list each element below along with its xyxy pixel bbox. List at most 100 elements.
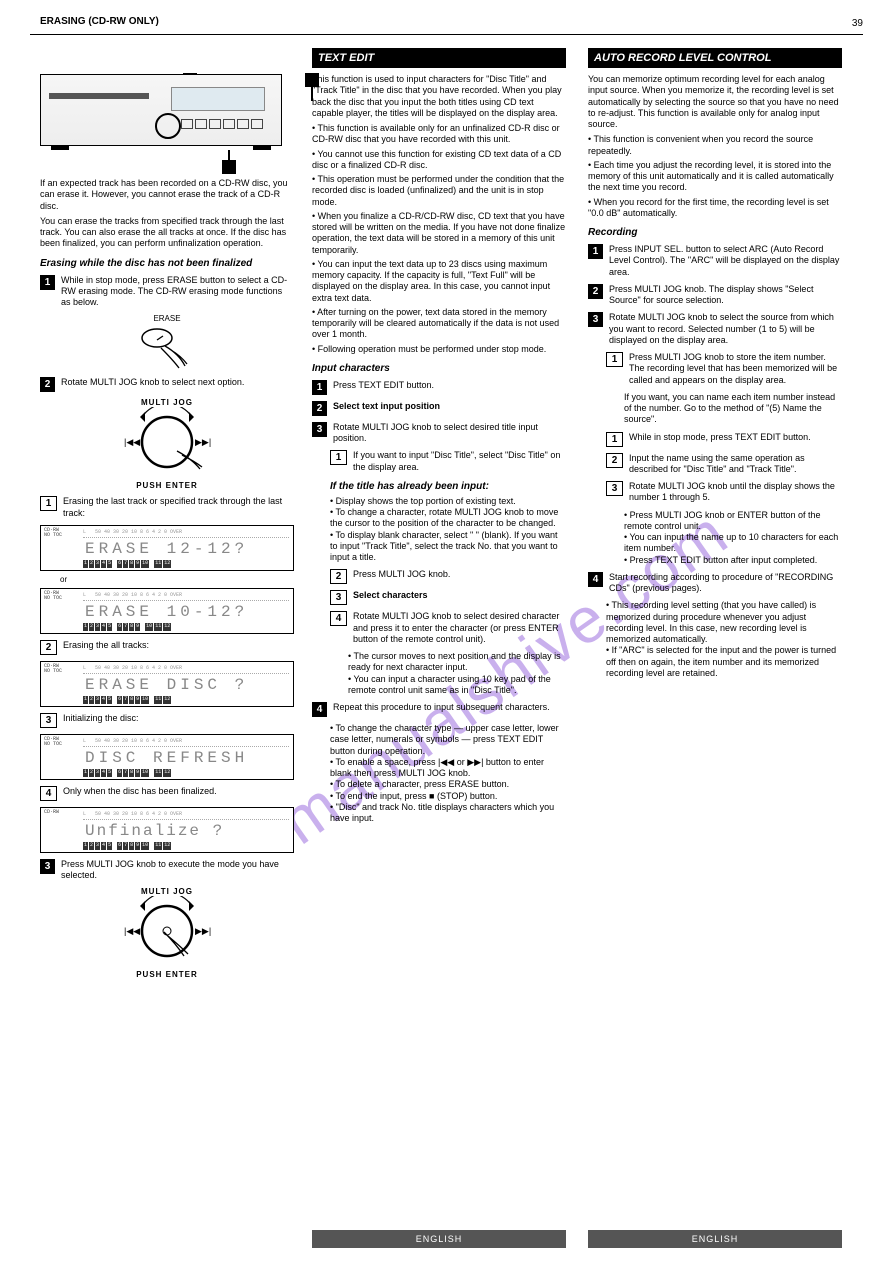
step-text: Press TEXT EDIT button. — [333, 380, 566, 395]
step-number: 1 — [588, 244, 603, 259]
erase-button-illustration: ERASE — [125, 314, 210, 371]
display-disc-refresh: CD·RWNO TOC L 50 40 30 20 10 8 6 4 2 0 O… — [40, 734, 294, 780]
section-heading-arc: AUTO RECORD LEVEL CONTROL — [588, 48, 842, 68]
substep-text: Press MULTI JOG knob. — [353, 569, 566, 584]
device-callout-2 — [222, 160, 236, 174]
substep-1: 1 Press MULTI JOG knob to store the item… — [606, 352, 842, 386]
substep-number: 4 — [330, 611, 347, 626]
display-meta: CD·RWNO TOC — [44, 528, 78, 538]
step-number: 2 — [588, 284, 603, 299]
step-number: 4 — [588, 572, 603, 587]
substep-3: 3 Rotate MULTI JOG knob until the displa… — [606, 481, 842, 504]
sub-notes: • Display shows the top portion of exist… — [330, 496, 566, 564]
substep-2: 2 Press MULTI JOG knob. — [330, 569, 566, 584]
option-number: 4 — [40, 786, 57, 801]
step-number: 3 — [588, 312, 603, 327]
manual-page: ERASING (CD-RW ONLY) 39 manualshive.com … — [0, 0, 893, 1262]
skip-fwd-icon: ▶▶| — [195, 437, 211, 447]
display-erase-last-track: CD·RWNO TOC L 50 40 30 20 10 8 6 4 2 0 O… — [40, 525, 294, 571]
step-3: 3 Press MULTI JOG knob to execute the mo… — [40, 859, 294, 882]
option-text: Only when the disc has been finalized. — [63, 786, 294, 801]
bullet: • This function is available only for an… — [312, 123, 566, 146]
step-number: 4 — [312, 702, 327, 717]
substep-text: While in stop mode, press TEXT EDIT butt… — [629, 432, 842, 447]
jog-top-label: MULTI JOG — [107, 398, 227, 407]
substep-2: 2 Input the name using the same operatio… — [606, 453, 842, 476]
display-text: Unfinalize ? — [85, 822, 289, 840]
step-4: 4 Start recording according to procedure… — [588, 572, 842, 595]
subheading-input-characters: Input characters — [312, 363, 566, 374]
jog-top-label: MULTI JOG — [107, 887, 227, 896]
display-text: DISC REFRESH — [85, 749, 289, 767]
step-4: 4 Repeat this procedure to input subsequ… — [312, 702, 566, 717]
step-text: Rotate MULTI JOG knob to select desired … — [333, 422, 566, 445]
step-text: Press INPUT SEL. button to select ARC (A… — [609, 244, 842, 278]
substep-number: 3 — [606, 481, 623, 496]
bullet: • You cannot use this function for exist… — [312, 149, 566, 172]
option-4: 4 Only when the disc has been finalized. — [40, 786, 294, 801]
step-1: 1 Press INPUT SEL. button to select ARC … — [588, 244, 842, 278]
option-number: 2 — [40, 640, 57, 655]
substep-4: 4 Rotate MULTI JOG knob to select desire… — [330, 611, 566, 645]
column-3: AUTO RECORD LEVEL CONTROL You can memori… — [588, 48, 842, 683]
substep-number: 1 — [606, 352, 623, 367]
erase-button-label: ERASE — [125, 314, 210, 323]
bullet: • Each time you adjust the recording lev… — [588, 160, 842, 194]
option-number: 1 — [40, 496, 57, 511]
step-number: 1 — [312, 380, 327, 395]
step-text: While in stop mode, press ERASE button t… — [61, 275, 294, 309]
svg-text:|◀◀: |◀◀ — [124, 926, 140, 936]
step-1: 1 Press TEXT EDIT button. — [312, 380, 566, 395]
device-front-panel-diagram — [40, 74, 282, 146]
step-number: 3 — [40, 859, 55, 874]
step-number: 2 — [40, 377, 55, 392]
multi-jog-rotate-illustration: MULTI JOG |◀◀ ▶▶| PUSH ENTER — [107, 398, 227, 490]
column-2: TEXT EDIT This function is used to input… — [312, 48, 566, 828]
substep-1: 1 If you want to input "Disc Title", sel… — [330, 450, 566, 473]
option-3: 3 Initializing the disc: — [40, 713, 294, 728]
step-number: 2 — [312, 401, 327, 416]
step-3: 3 Rotate MULTI JOG knob to select the so… — [588, 312, 842, 346]
substep-text: If you want to input "Disc Title", selec… — [353, 450, 566, 473]
substep-3: 3 Select characters — [330, 590, 566, 605]
step-number: 1 — [40, 275, 55, 290]
intro-text: You can memorize optimum recording level… — [588, 74, 842, 130]
substep-text: Press MULTI JOG knob to store the item n… — [629, 352, 842, 386]
display-text: ERASE 10-12? — [85, 603, 289, 621]
section-heading-text-edit: TEXT EDIT — [312, 48, 566, 68]
substep-number: 2 — [606, 453, 623, 468]
sub-notes: • Press MULTI JOG knob or ENTER button o… — [624, 510, 842, 566]
or-label: or — [60, 575, 294, 584]
substep-text: Rotate MULTI JOG knob to select desired … — [353, 611, 566, 645]
intro-text-2: You can erase the tracks from specified … — [40, 216, 294, 250]
jog-bottom-label: PUSH ENTER — [107, 970, 227, 979]
bullet: • You can input the text data up to 23 d… — [312, 259, 566, 304]
step-4-notes: • To change the character type — upper c… — [330, 723, 566, 824]
sub-notes: • The cursor moves to next position and … — [348, 651, 566, 696]
step-text: Select text input position — [333, 401, 566, 416]
step-text: Start recording according to procedure o… — [609, 572, 842, 595]
intro-text: If an expected track has been recorded o… — [40, 178, 294, 212]
substep-text: Rotate MULTI JOG knob until the display … — [629, 481, 842, 504]
subheading-erasing-unfinalized: Erasing while the disc has not been fina… — [40, 258, 294, 269]
intro-text: This function is used to input character… — [312, 74, 566, 119]
subheading-recording: Recording — [588, 227, 842, 238]
step-text: Rotate MULTI JOG knob to select next opt… — [61, 377, 294, 392]
step-text: Rotate MULTI JOG knob to select the sour… — [609, 312, 842, 346]
skip-back-icon: |◀◀ — [124, 437, 140, 447]
sub-note: If you want, you can name each item numb… — [624, 392, 842, 426]
page-number: 39 — [852, 18, 863, 29]
option-1: 1 Erasing the last track or specified tr… — [40, 496, 294, 519]
step-text: Repeat this procedure to input subsequen… — [333, 702, 566, 717]
footer-language-3: ENGLISH — [588, 1230, 842, 1248]
display-unfinalize: CD·RW L 50 40 30 20 10 8 6 4 2 0 OVER Un… — [40, 807, 294, 853]
substep-number: 1 — [330, 450, 347, 465]
option-text: Initializing the disc: — [63, 713, 294, 728]
step-text: Press MULTI JOG knob to execute the mode… — [61, 859, 294, 882]
bullet: • This operation must be performed under… — [312, 174, 566, 208]
step-3: 3 Rotate MULTI JOG knob to select desire… — [312, 422, 566, 445]
bullet: • Following operation must be performed … — [312, 344, 566, 355]
substep-1b: 1 While in stop mode, press TEXT EDIT bu… — [606, 432, 842, 447]
jog-bottom-label: PUSH ENTER — [107, 481, 227, 490]
option-number: 3 — [40, 713, 57, 728]
